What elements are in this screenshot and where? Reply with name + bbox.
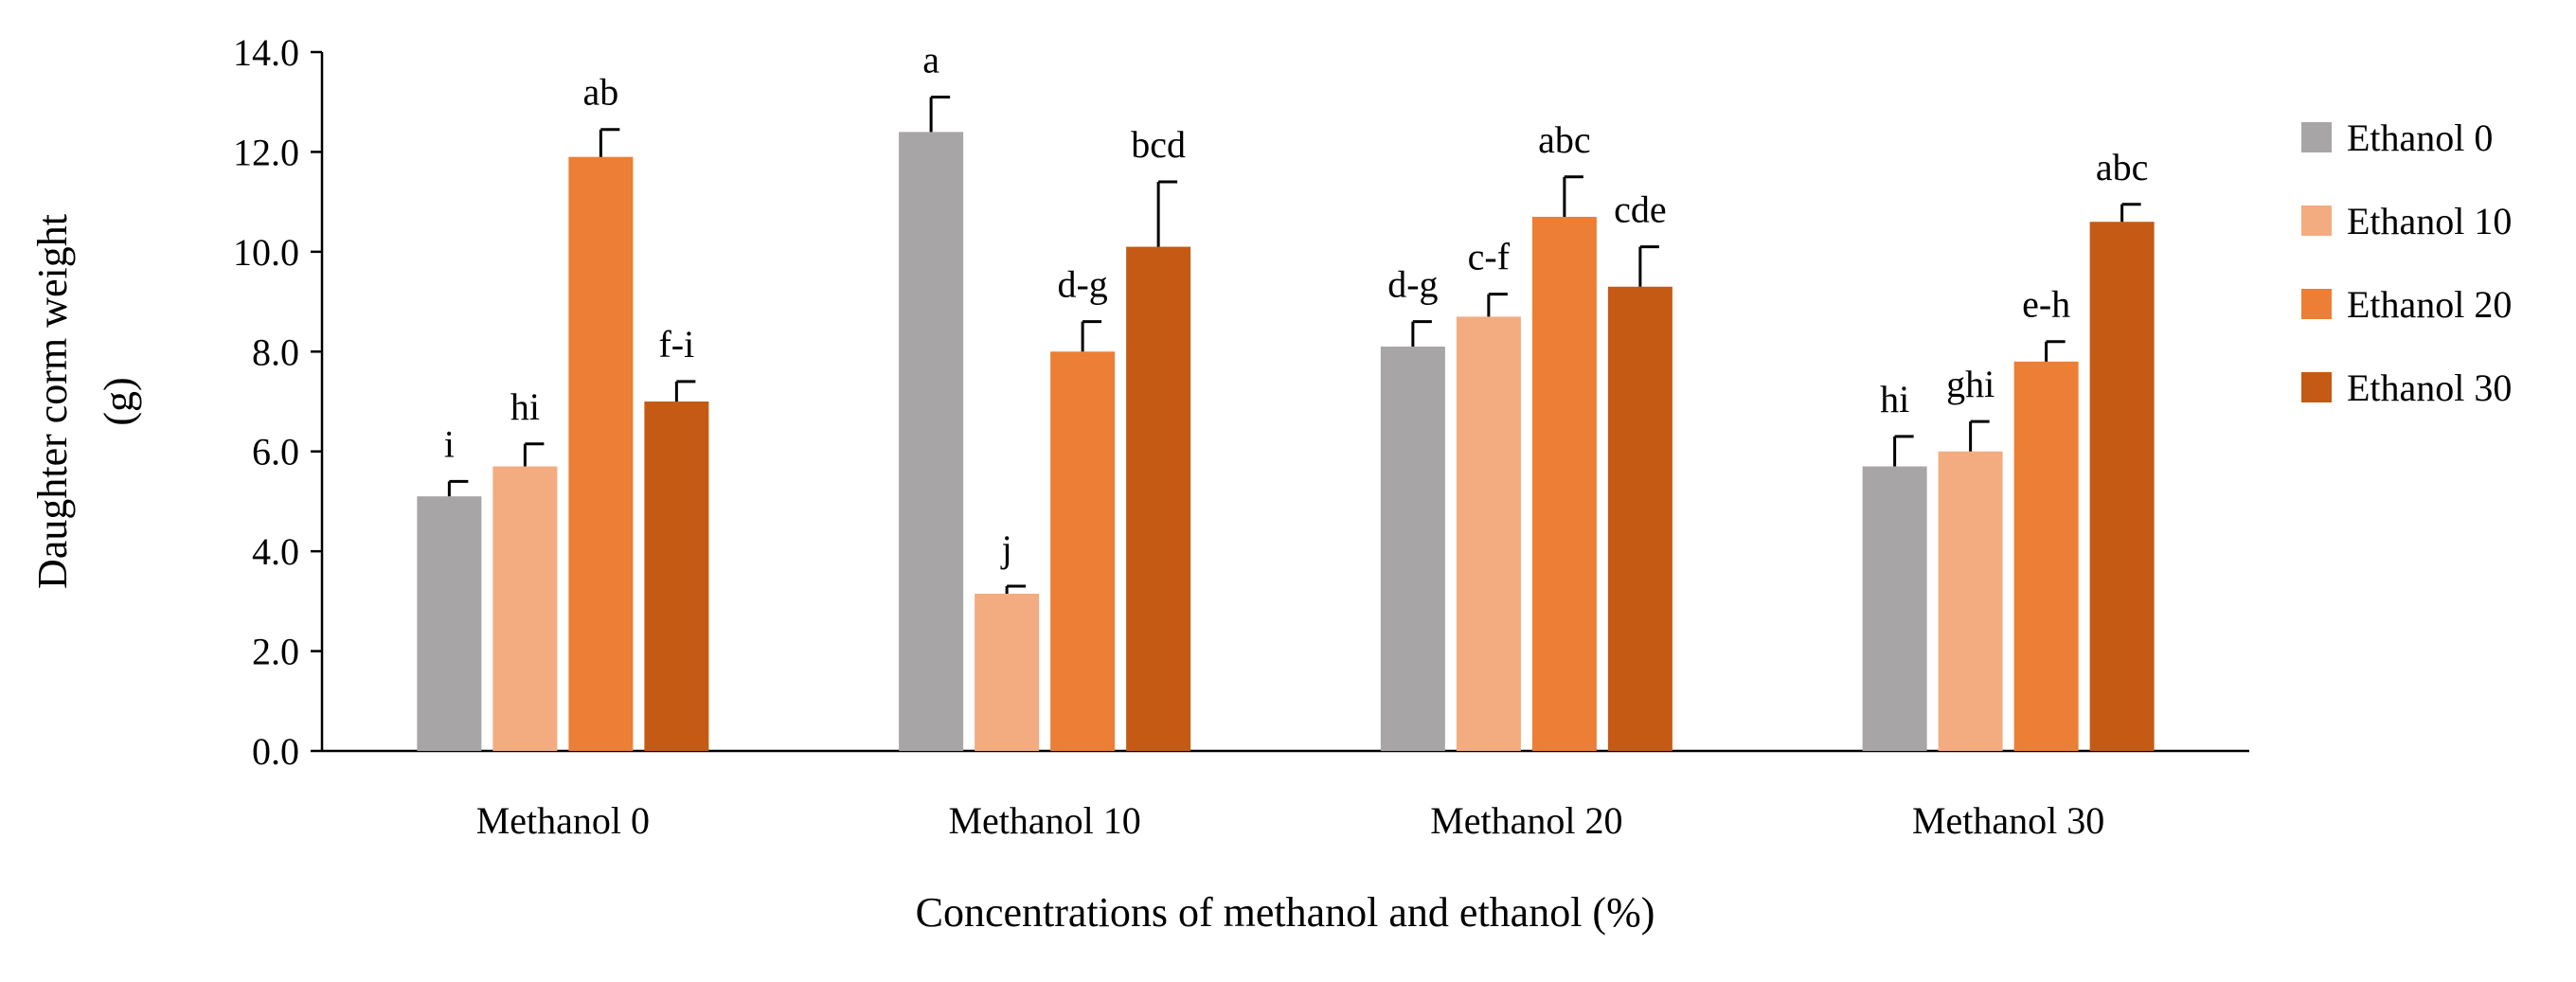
significance-label: ghi: [1946, 363, 1995, 405]
error-bar: [929, 95, 951, 133]
error-bar: [1563, 175, 1583, 217]
legend-swatch: [2301, 205, 2332, 236]
error-bar: [1638, 245, 1659, 287]
bar: [1607, 286, 1673, 751]
bar: [1531, 216, 1597, 751]
y-tick-label: 0.0: [252, 730, 299, 773]
error-bar: [1893, 435, 1914, 467]
bar: [644, 402, 709, 751]
error-bar: [674, 380, 696, 402]
y-axis-title-line-1: Daughter corm weight: [29, 214, 76, 589]
bars: [417, 132, 2155, 752]
significance-label: hi: [510, 385, 540, 428]
error-bar: [1969, 420, 1990, 452]
significance-label: ab: [582, 71, 618, 114]
legend-label: Ethanol 20: [2347, 283, 2512, 326]
significance-label: abc: [2096, 146, 2149, 188]
significance-label: d-g: [1387, 263, 1438, 306]
y-tick-label: 12.0: [233, 131, 299, 173]
significance-label: a: [922, 38, 939, 80]
bar: [2089, 222, 2155, 751]
error-bar: [1081, 320, 1102, 352]
significance-label: f-i: [658, 323, 694, 366]
bar: [417, 496, 482, 751]
y-tick-label: 4.0: [252, 530, 299, 573]
significance-label: hi: [1880, 378, 1909, 420]
y-tick-label: 10.0: [233, 231, 299, 274]
legend-label: Ethanol 0: [2347, 116, 2493, 159]
y-axis-ticks: 0.0 2.0 4.0 6.0 8.0 10.0 12.0 14.0: [233, 31, 322, 773]
bar: [492, 466, 558, 751]
bar: [1380, 347, 1445, 751]
error-bar: [523, 442, 545, 467]
error-bar: [1005, 584, 1027, 594]
x-axis-tick-labels: Methanol 0 Methanol 10 Methanol 20 Methanol…: [476, 799, 2105, 842]
y-tick-label: 8.0: [252, 330, 299, 373]
legend-swatch: [2301, 289, 2332, 319]
bar: [1050, 351, 1116, 751]
axes: [320, 52, 2249, 753]
legend-label: Ethanol 30: [2347, 366, 2512, 409]
legend-swatch: [2301, 372, 2332, 402]
error-bar: [2045, 340, 2066, 362]
error-bar: [1156, 180, 1178, 247]
error-bar: [447, 479, 469, 497]
significance-label: d-g: [1057, 263, 1107, 306]
bar: [1126, 246, 1191, 752]
y-axis-title: Daughter corm weight (g): [29, 214, 142, 589]
significance-label: cde: [1614, 188, 1667, 231]
legend-label: Ethanol 10: [2347, 200, 2512, 242]
bar: [975, 593, 1040, 751]
x-tick-label: Methanol 20: [1430, 799, 1622, 842]
significance-label: c-f: [1468, 236, 1511, 278]
y-axis-title-line-2: (g): [96, 377, 142, 425]
significance-label: abc: [1538, 118, 1591, 161]
bar: [2013, 361, 2079, 751]
y-tick-label: 6.0: [252, 431, 299, 473]
bar: [568, 156, 634, 751]
significance-label: j: [1000, 527, 1012, 570]
x-axis-title: Concentrations of methanol and ethanol (…: [916, 889, 1655, 936]
x-tick-label: Methanol 0: [476, 799, 650, 842]
y-tick-label: 2.0: [252, 631, 299, 673]
error-bar: [1487, 293, 1508, 317]
x-tick-label: Methanol 10: [948, 799, 1140, 842]
bar: [1862, 466, 1927, 751]
significance-label: bcd: [1131, 123, 1186, 166]
error-bar: [599, 128, 620, 157]
error-bars: [447, 95, 2141, 594]
legend: Ethanol 0 Ethanol 10 Ethanol 20 Ethanol 30: [2301, 116, 2512, 409]
significance-label: e-h: [2022, 283, 2070, 326]
x-tick-label: Methanol 30: [1912, 799, 2104, 842]
bar: [899, 132, 964, 752]
bar: [1938, 451, 2003, 751]
bar: [1456, 316, 1521, 751]
legend-swatch: [2301, 122, 2332, 152]
error-bar: [1411, 320, 1432, 348]
significance-label: i: [444, 422, 455, 465]
error-bar: [2120, 203, 2141, 223]
y-tick-label: 14.0: [233, 31, 299, 74]
